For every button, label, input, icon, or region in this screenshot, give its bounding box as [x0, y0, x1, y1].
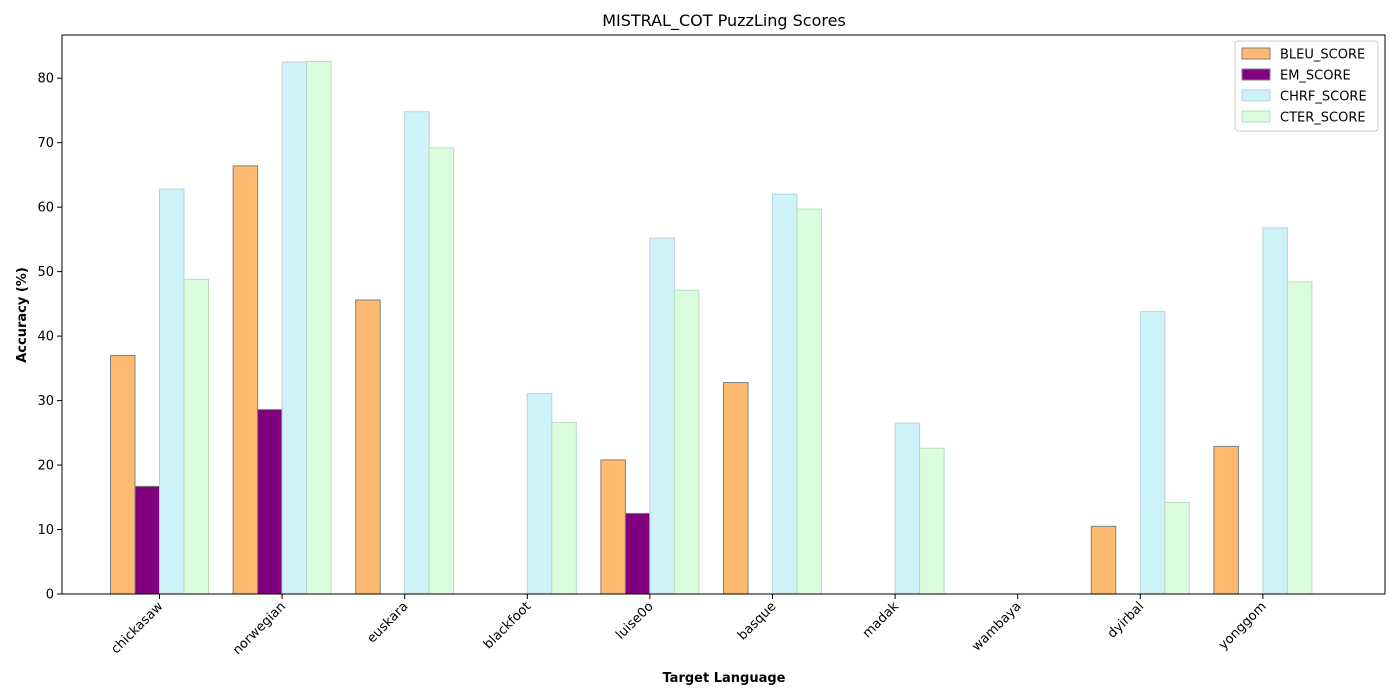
bar-chrf-score-madak [894, 422, 921, 595]
chart-title: MISTRAL_COT PuzzLing Scores [602, 11, 846, 31]
legend: BLEU_SCORE EM_SCORE CHRF_SCORE CTER_SCORE [1234, 40, 1379, 132]
bar-em-score-norwegian [257, 409, 283, 595]
bar-cter-score-norwegian [306, 60, 332, 595]
x-tick-label-yonggom: yonggom [1216, 599, 1270, 653]
bar-chrf-score-chickasaw [159, 188, 185, 595]
x-tick-label-luise0o: luise0o [613, 599, 656, 642]
legend-label-chrf-score: CHRF_SCORE [1280, 90, 1367, 105]
bar-em-score-chickasaw [134, 485, 160, 595]
bar-em-score-luise0o [624, 512, 651, 595]
legend-box [1234, 40, 1379, 132]
bar-bleu-score-basque [723, 382, 749, 595]
bar-bleu-score-norwegian [232, 165, 259, 595]
legend-label-cter-score: CTER_SCORE [1280, 111, 1366, 126]
x-tick-label-norwegian: norwegian [230, 599, 289, 658]
plot-frame [61, 34, 1386, 595]
bar-cter-score-madak [919, 447, 945, 595]
bar-bleu-score-euskara [355, 299, 381, 595]
bar-chrf-score-yonggom [1262, 227, 1288, 595]
bar-cter-score-euskara [428, 147, 455, 595]
x-axis: chickasaw norwegian euskara blackfoot luise0… [108, 594, 1270, 658]
y-axis-label: Accuracy (%) [15, 267, 30, 363]
bar-chrf-score-luise0o [649, 237, 675, 595]
x-tick-label-euskara: euskara [364, 599, 411, 646]
x-tick-label-basque: basque [735, 599, 779, 643]
x-tick-label-madak: madak [860, 599, 902, 641]
legend-swatch-bleu-score [1241, 47, 1271, 60]
legend-swatch-cter-score [1241, 110, 1271, 123]
bar-cter-score-blackfoot [551, 422, 577, 595]
x-tick-label-wambaya: wambaya [969, 599, 1024, 654]
bar-cter-score-dyirbal [1164, 501, 1190, 595]
bar-bleu-score-chickasaw [110, 354, 136, 595]
x-tick-label-chickasaw: chickasaw [108, 599, 166, 657]
y-tick-label: 60 [37, 201, 54, 216]
bar-cter-score-yonggom [1286, 281, 1313, 595]
bar-cter-score-luise0o [673, 289, 700, 595]
x-axis-label: Target Language [662, 671, 785, 686]
y-tick-label: 30 [37, 394, 54, 409]
bar-chrf-score-dyirbal [1139, 311, 1166, 595]
x-tick-label-blackfoot: blackfoot [481, 599, 534, 652]
y-tick-label: 10 [37, 523, 54, 538]
y-axis: 0 10 20 30 40 50 60 70 80 [37, 72, 62, 603]
y-tick-label: 0 [46, 588, 54, 603]
bar-cter-score-chickasaw [183, 278, 209, 595]
y-tick-label: 50 [37, 265, 54, 280]
legend-label-em-score: EM_SCORE [1280, 69, 1351, 84]
bar-chrf-score-euskara [404, 111, 430, 595]
legend-swatch-em-score [1241, 68, 1271, 81]
bar-bleu-score-dyirbal [1090, 525, 1117, 595]
legend-label-bleu-score: BLEU_SCORE [1280, 48, 1365, 63]
y-tick-label: 20 [37, 459, 54, 474]
bar-cter-score-basque [796, 208, 822, 595]
bar-chrf-score-norwegian [281, 61, 308, 595]
x-tick-label-dyirbal: dyirbal [1105, 599, 1147, 641]
bar-chrf-score-basque [772, 193, 798, 595]
y-tick-label: 40 [37, 330, 54, 345]
bars-layer [110, 60, 1313, 595]
y-tick-label: 70 [37, 136, 54, 151]
bar-chrf-score-blackfoot [526, 392, 553, 595]
bar-bleu-score-luise0o [600, 459, 626, 595]
y-tick-label: 80 [37, 72, 54, 87]
legend-swatch-chrf-score [1241, 89, 1271, 102]
bar-bleu-score-yonggom [1213, 445, 1239, 595]
